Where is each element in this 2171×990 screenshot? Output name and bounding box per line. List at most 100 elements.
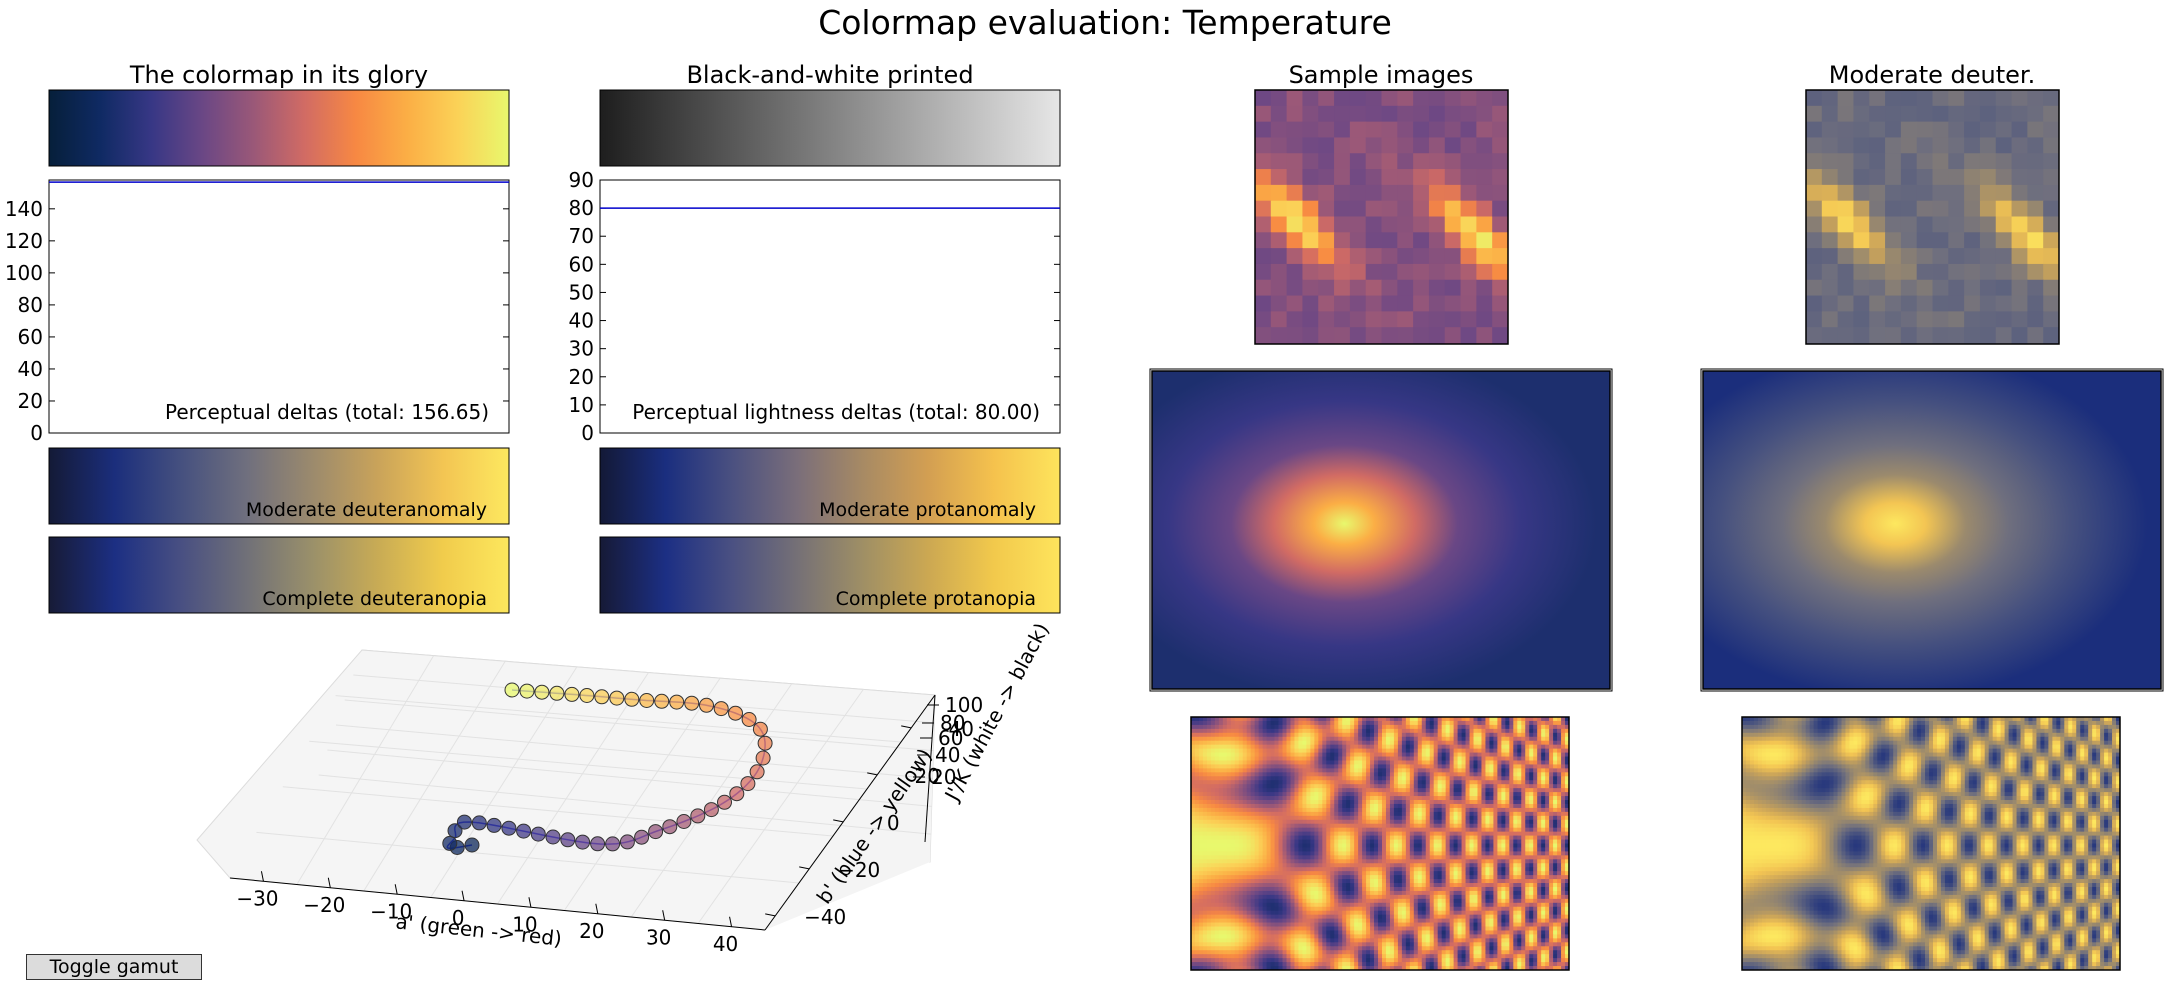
y-tick-label: 20: [914, 764, 939, 788]
path-point: [728, 705, 743, 721]
x-tick-label: −20: [303, 893, 345, 917]
sample-images-title: Sample images: [1289, 61, 1474, 89]
path-point: [690, 808, 706, 824]
path-point: [594, 689, 610, 705]
path-point: [447, 823, 463, 839]
x-tick-label: −30: [236, 886, 278, 910]
x-tick-label: −10: [370, 899, 412, 923]
path-point: [545, 829, 561, 845]
x-tick-label: 40: [713, 932, 738, 956]
path-point: [741, 712, 757, 727]
path-point: [564, 686, 580, 702]
path-point: [755, 750, 771, 766]
x-axis-label: a' (green -> red): [394, 909, 563, 950]
perceptual-deltas-axes: [48, 179, 510, 434]
path-point: [442, 835, 458, 851]
deuteranomaly-label: Moderate deuteranomaly: [246, 499, 487, 521]
y-tick-label: 0: [887, 811, 900, 835]
path-point: [740, 776, 756, 792]
path-point: [560, 832, 576, 848]
path-point: [575, 834, 591, 850]
sample-pixel-frame: [1254, 89, 1509, 345]
y-tick-label: 40: [569, 309, 594, 333]
y-tick-label: 0: [581, 421, 594, 445]
x-tick-label: 30: [646, 925, 671, 949]
path-point: [605, 836, 621, 852]
x-tick: [729, 916, 733, 927]
deuter-wave-frame: [1741, 716, 2121, 971]
path-point: [699, 697, 714, 713]
path-point: [504, 682, 520, 698]
y-tick-label: 140: [5, 197, 43, 221]
path-point: [590, 836, 606, 852]
x-tick: [528, 897, 532, 908]
y-tick-label: 20: [18, 389, 43, 413]
lightness-deltas-axes: [599, 179, 1061, 434]
path-point: [669, 694, 685, 710]
path-point: [648, 824, 664, 840]
y-tick-label: 100: [5, 261, 43, 285]
z-tick-label: 40: [935, 743, 960, 767]
y-tick: [765, 913, 776, 917]
path-point: [713, 701, 729, 717]
path-point: [619, 834, 635, 850]
z-tick-label: 100: [945, 693, 983, 717]
path-point: [609, 690, 625, 706]
deuteranopia-strip: [48, 536, 510, 614]
y-tick-label: 120: [5, 229, 43, 253]
y-tick-label: 90: [569, 168, 594, 192]
path-point: [549, 685, 565, 701]
x-tick: [327, 877, 331, 888]
x-axis-line: [229, 877, 766, 931]
y-tick-label: 50: [569, 280, 594, 304]
y-tick-label: 60: [18, 325, 43, 349]
x-tick: [595, 903, 599, 914]
delta-total-label: Perceptual lightness deltas (total: 80.0…: [632, 400, 1040, 424]
moderate-deuter-title: Moderate deuter.: [1829, 61, 2035, 89]
x-tick-label: 20: [579, 919, 604, 943]
path-point: [624, 691, 640, 707]
deuter-pixel-image: [1806, 90, 2060, 344]
colormap-glory-title: The colormap in its glory: [129, 61, 428, 89]
path-point: [662, 819, 678, 835]
path-point: [501, 820, 517, 836]
path-point: [464, 837, 480, 853]
x-tick: [260, 871, 264, 882]
y-tick-label: 20: [569, 365, 594, 389]
protanomaly-label: Moderate protanomaly: [819, 499, 1036, 521]
path-point: [703, 802, 719, 818]
colormap-strip: [48, 89, 510, 167]
x-tick: [461, 890, 465, 901]
lightness-deltas-plot: 0 10 20 30 40 50 60 70 80 90 Perceptual lightness …: [569, 168, 1061, 445]
y-tick-label: 80: [18, 293, 43, 317]
deuteranopia-label: Complete deuteranopia: [262, 588, 487, 610]
path-point: [456, 814, 472, 830]
colormap-path-points: [442, 682, 773, 855]
path-point: [757, 735, 773, 751]
y-tick-label: −20: [838, 858, 880, 882]
y-tick: [833, 819, 844, 823]
path-point: [634, 829, 650, 845]
toggle-gamut-button[interactable]: Toggle gamut: [26, 954, 202, 980]
protanopia-label: Complete protanopia: [836, 588, 1036, 610]
z-axis-line: [924, 694, 936, 843]
grayscale-strip: [599, 89, 1061, 167]
y-tick: [867, 772, 878, 776]
y-tick-label: 80: [569, 196, 594, 220]
z-tick-label: 80: [940, 711, 965, 735]
path-point: [471, 815, 487, 831]
protanopia-strip: [599, 536, 1061, 614]
path-point: [717, 794, 732, 810]
path-point: [530, 826, 546, 842]
path-point: [684, 695, 700, 711]
y-tick-label: −40: [804, 905, 846, 929]
sample-wave-frame: [1190, 716, 1570, 971]
bw-printed-title: Black-and-white printed: [686, 61, 973, 89]
y-tick: [799, 866, 810, 870]
z-tick-label: 20: [931, 765, 956, 789]
z-tick-label: 60: [938, 726, 963, 750]
figure-title: Colormap evaluation: Temperature: [818, 3, 1392, 42]
sample-glow-image: [1149, 368, 1613, 692]
